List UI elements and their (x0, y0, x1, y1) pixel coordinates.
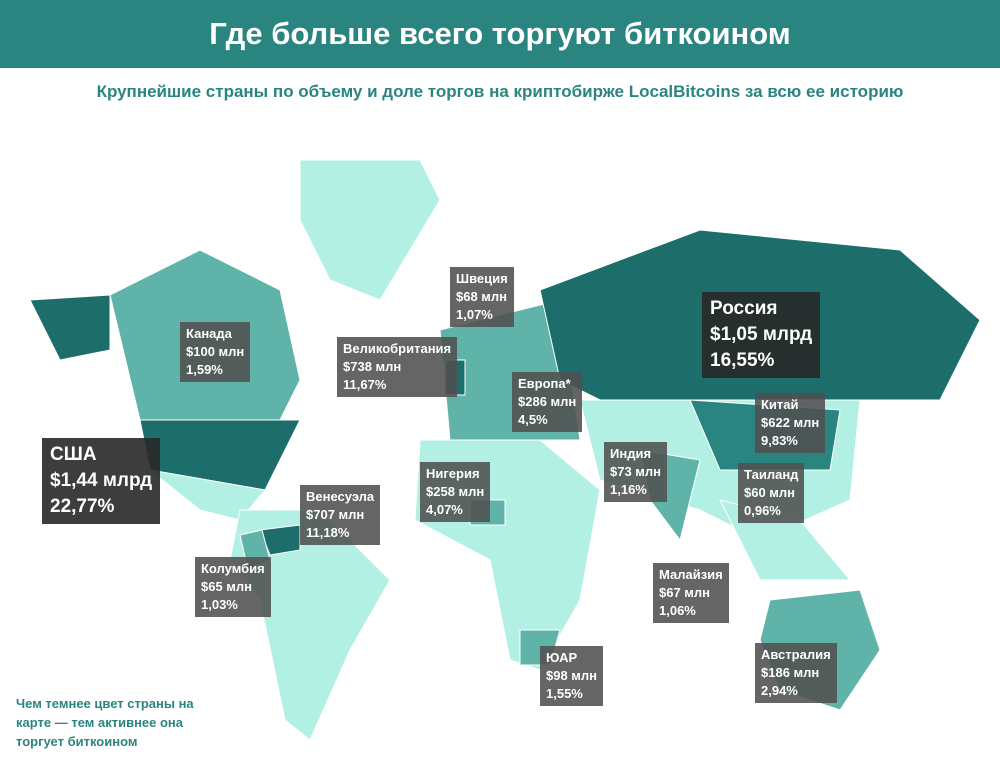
label-volume: $65 млн (201, 579, 253, 594)
label-share: 4,07% (426, 502, 463, 517)
label-share: 11,18% (306, 525, 350, 540)
country-label: Нигерия $258 млн 4,07% (420, 462, 491, 522)
country-label: Венесуэла $707 млн 11,18% (300, 485, 381, 545)
label-name: Швеция (456, 271, 508, 286)
label-volume: $67 млн (659, 585, 711, 600)
legend-note: Чем темнее цвет страны на карте — тем ак… (16, 696, 194, 749)
country-label: Колумбия $65 млн 1,03% (195, 557, 271, 617)
label-volume: $186 млн (761, 665, 820, 680)
label-name: Европа* (518, 376, 571, 391)
label-share: 11,67% (343, 377, 387, 392)
subtitle: Крупнейшие страны по объему и доле торго… (96, 82, 904, 101)
country-label: Китай $622 млн 9,83% (755, 393, 826, 453)
label-volume: $60 млн (744, 485, 796, 500)
label-volume: $286 млн (518, 394, 577, 409)
label-share: 0,96% (744, 503, 781, 518)
label-name: Малайзия (659, 567, 723, 582)
label-volume: $258 млн (426, 484, 485, 499)
label-share: 1,16% (610, 482, 647, 497)
label-name: Канада (186, 326, 232, 341)
country-label: Малайзия $67 млн 1,06% (653, 563, 729, 623)
label-share: 22,77% (50, 496, 115, 517)
country-label: ЮАР $98 млн 1,55% (540, 646, 604, 706)
label-share: 1,55% (546, 686, 583, 701)
label-volume: $98 млн (546, 668, 598, 683)
country-label: США $1,44 млрд 22,77% (42, 438, 161, 524)
country-label: Европа* $286 млн 4,5% (512, 372, 583, 432)
country-label: Великобритания $738 млн 11,67% (337, 337, 458, 397)
label-name: Нигерия (426, 466, 480, 481)
country-label: Россия $1,05 млрд 16,55% (702, 292, 821, 378)
label-volume: $100 млн (186, 344, 245, 359)
label-volume: $1,44 млрд (50, 470, 153, 491)
country-label: Канада $100 млн 1,59% (180, 322, 251, 382)
label-name: Таиланд (744, 467, 799, 482)
country-label: Швеция $68 млн 1,07% (450, 267, 514, 327)
label-volume: $68 млн (456, 289, 508, 304)
label-name: Колумбия (201, 561, 265, 576)
alaska (29, 294, 111, 361)
label-volume: $738 млн (343, 359, 402, 374)
label-share: 1,06% (659, 603, 696, 618)
label-name: Великобритания (343, 341, 452, 356)
label-name: Австралия (761, 647, 831, 662)
greenland (299, 159, 441, 301)
label-volume: $73 млн (610, 464, 662, 479)
label-share: 1,03% (201, 597, 238, 612)
label-volume: $1,05 млрд (710, 324, 813, 345)
label-share: 2,94% (761, 683, 798, 698)
label-name: Россия (710, 298, 778, 319)
label-share: 1,07% (456, 307, 493, 322)
label-name: Индия (610, 446, 652, 461)
country-label: Австралия $186 млн 2,94% (755, 643, 837, 703)
label-share: 16,55% (710, 350, 775, 371)
label-volume: $622 млн (761, 415, 820, 430)
label-share: 1,59% (186, 362, 223, 377)
label-name: Китай (761, 397, 799, 412)
country-label: Индия $73 млн 1,16% (604, 442, 668, 502)
label-share: 9,83% (761, 433, 798, 448)
label-name: Венесуэла (306, 489, 375, 504)
title: Где больше всего торгуют биткоином (0, 0, 1000, 68)
country-label: Таиланд $60 млн 0,96% (738, 463, 805, 523)
label-name: США (50, 444, 97, 465)
label-name: ЮАР (546, 650, 578, 665)
label-volume: $707 млн (306, 507, 365, 522)
label-share: 4,5% (518, 412, 548, 427)
